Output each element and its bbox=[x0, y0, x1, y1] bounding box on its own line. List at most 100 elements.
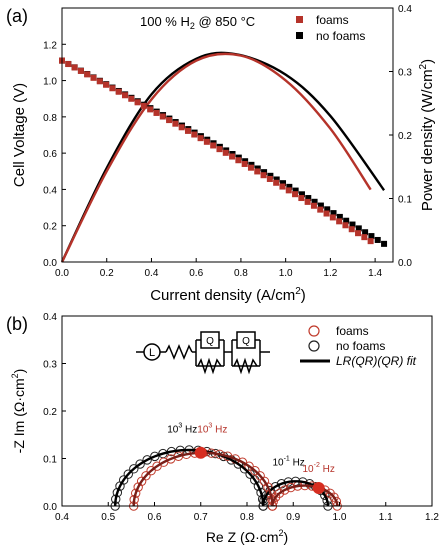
impedance-point bbox=[133, 482, 143, 492]
voltage-point bbox=[254, 168, 261, 175]
y2label-sup: 2 bbox=[418, 63, 429, 69]
highlighted-frequency-point bbox=[194, 446, 207, 459]
x-tick-label: 0.5 bbox=[101, 512, 115, 523]
panel-b-y-ticks: 0.0 0.1 0.2 0.3 0.4 bbox=[43, 312, 66, 513]
x-tick-label: 1.0 bbox=[279, 268, 293, 279]
panel-b: (b) 0.4 0.5 0.6 0.7 0.8 0.9 1.0 1.1 1.2 0.00.10.… bbox=[6, 312, 439, 545]
voltage-point bbox=[159, 113, 166, 120]
voltage-point bbox=[317, 202, 324, 209]
impedance-point bbox=[150, 451, 160, 462]
impedance-point bbox=[135, 459, 145, 469]
voltage-point bbox=[77, 67, 84, 74]
voltage-point bbox=[298, 195, 305, 202]
circuit-resistor-1 bbox=[197, 357, 222, 375]
voltage-point bbox=[292, 187, 299, 194]
frequency-label: 10-1 Hz bbox=[272, 456, 304, 469]
impedance-point bbox=[274, 488, 285, 498]
voltage-point bbox=[96, 78, 103, 85]
voltage-point bbox=[348, 226, 355, 233]
y2label-main: Power density (W/cm bbox=[419, 69, 436, 211]
voltage-point bbox=[273, 179, 280, 186]
panel-a-legend: foams no foams bbox=[296, 13, 365, 43]
circuit-cpe-1 bbox=[200, 331, 220, 349]
frequency-label: 103 Hz bbox=[167, 422, 197, 435]
legend-b-fit-label: LR(QR)(QR) fit bbox=[336, 354, 417, 368]
fit-line bbox=[271, 484, 339, 507]
voltage-point bbox=[285, 187, 292, 194]
voltage-point bbox=[229, 153, 236, 160]
x-tick-label: 1.1 bbox=[379, 512, 393, 523]
frequency-label: 103 Hz bbox=[197, 422, 227, 435]
voltage-point bbox=[323, 210, 330, 217]
y-tick-label: 0.6 bbox=[43, 149, 57, 160]
impedance-point bbox=[129, 464, 139, 474]
panel-a-label: (a) bbox=[6, 6, 28, 26]
circuit-label-cpe-2: Q bbox=[242, 336, 250, 347]
legend-b-no-foams-label: no foams bbox=[336, 339, 385, 353]
x-tick-label: 0.6 bbox=[148, 512, 162, 523]
x-tick-label: 0.6 bbox=[189, 268, 203, 279]
power-density-curve bbox=[60, 52, 372, 263]
voltage-point bbox=[280, 180, 287, 187]
impedance-point bbox=[259, 476, 270, 486]
voltage-point bbox=[261, 169, 268, 176]
voltage-point bbox=[324, 206, 331, 213]
x-tick-label: 1.2 bbox=[425, 512, 439, 523]
power-density-curve bbox=[60, 51, 386, 263]
y-tick-label: 1.0 bbox=[43, 77, 57, 88]
voltage-point bbox=[128, 95, 135, 102]
voltage-point bbox=[368, 233, 375, 240]
y-tick-label: 0.4 bbox=[43, 312, 57, 323]
y-tick-label: 0.2 bbox=[43, 407, 57, 418]
frequency-label: 10-2 Hz bbox=[303, 462, 335, 475]
annotation-part-1: 100 % H bbox=[140, 14, 190, 29]
x-tick-label: 1.2 bbox=[323, 268, 337, 279]
panel-a-y-axis-title: Cell Voltage (V) bbox=[11, 83, 28, 187]
voltage-point bbox=[197, 135, 204, 142]
voltage-point bbox=[330, 210, 337, 217]
voltage-point bbox=[362, 229, 369, 236]
y-tick-label: 1.2 bbox=[43, 40, 57, 51]
panel-b-x-ticks: 0.4 0.5 0.6 0.7 0.8 0.9 1.0 1.1 1.2 bbox=[55, 502, 439, 523]
voltage-point bbox=[172, 120, 179, 127]
voltage-point bbox=[292, 191, 299, 198]
voltage-point bbox=[374, 236, 381, 243]
y2-tick-label: 0.0 bbox=[398, 258, 412, 269]
voltage-point bbox=[90, 74, 97, 81]
x-tick-label: 1.4 bbox=[368, 268, 382, 279]
voltage-point bbox=[210, 142, 217, 149]
panel-b-x-axis-title: Re Z (Ω·cm2) bbox=[206, 528, 288, 545]
x-tick-label: 0.2 bbox=[100, 268, 114, 279]
y-tick-label: 0.1 bbox=[43, 455, 57, 466]
voltage-point bbox=[304, 198, 311, 205]
annotation-sub: 2 bbox=[190, 21, 195, 31]
ylabel-b-main: -Z Im (Ω·cm bbox=[11, 378, 27, 453]
xlabel-a-main: Current density (A/cm bbox=[150, 287, 295, 304]
voltage-point bbox=[147, 106, 154, 113]
x-tick-label: 0.0 bbox=[55, 268, 69, 279]
voltage-point bbox=[286, 183, 293, 190]
voltage-point bbox=[71, 64, 78, 71]
voltage-point bbox=[310, 202, 317, 209]
voltage-point bbox=[191, 131, 198, 138]
x-tick-label: 0.7 bbox=[194, 512, 208, 523]
panel-a-y-ticks: 0.0 0.2 0.4 0.6 0.8 1.0 1.2 bbox=[43, 40, 66, 269]
panel-a-annotation: 100 % H2 @ 850 °C bbox=[140, 14, 255, 31]
voltage-point bbox=[361, 234, 368, 241]
panel-a-y2-ticks: 0.0 0.1 0.2 0.3 0.4 bbox=[389, 4, 412, 269]
voltage-point bbox=[343, 217, 350, 224]
circuit-series-resistor bbox=[165, 344, 193, 360]
voltage-point bbox=[336, 218, 343, 225]
voltage-point bbox=[184, 127, 191, 134]
highlighted-frequency-point bbox=[312, 481, 325, 494]
x-tick-label: 0.8 bbox=[234, 268, 248, 279]
legend-b-no-foams-marker bbox=[308, 340, 320, 352]
voltage-point bbox=[305, 195, 312, 202]
y-tick-label: 0.3 bbox=[43, 360, 57, 371]
circuit-resistor-2 bbox=[233, 357, 258, 375]
panel-a-x-axis-title: Current density (A/cm2) bbox=[150, 286, 306, 304]
panel-b-y-axis-title: -Z Im (Ω·cm2) bbox=[10, 369, 27, 454]
panel-b-label: (b) bbox=[6, 314, 28, 334]
y-tick-label: 0.8 bbox=[43, 113, 57, 124]
